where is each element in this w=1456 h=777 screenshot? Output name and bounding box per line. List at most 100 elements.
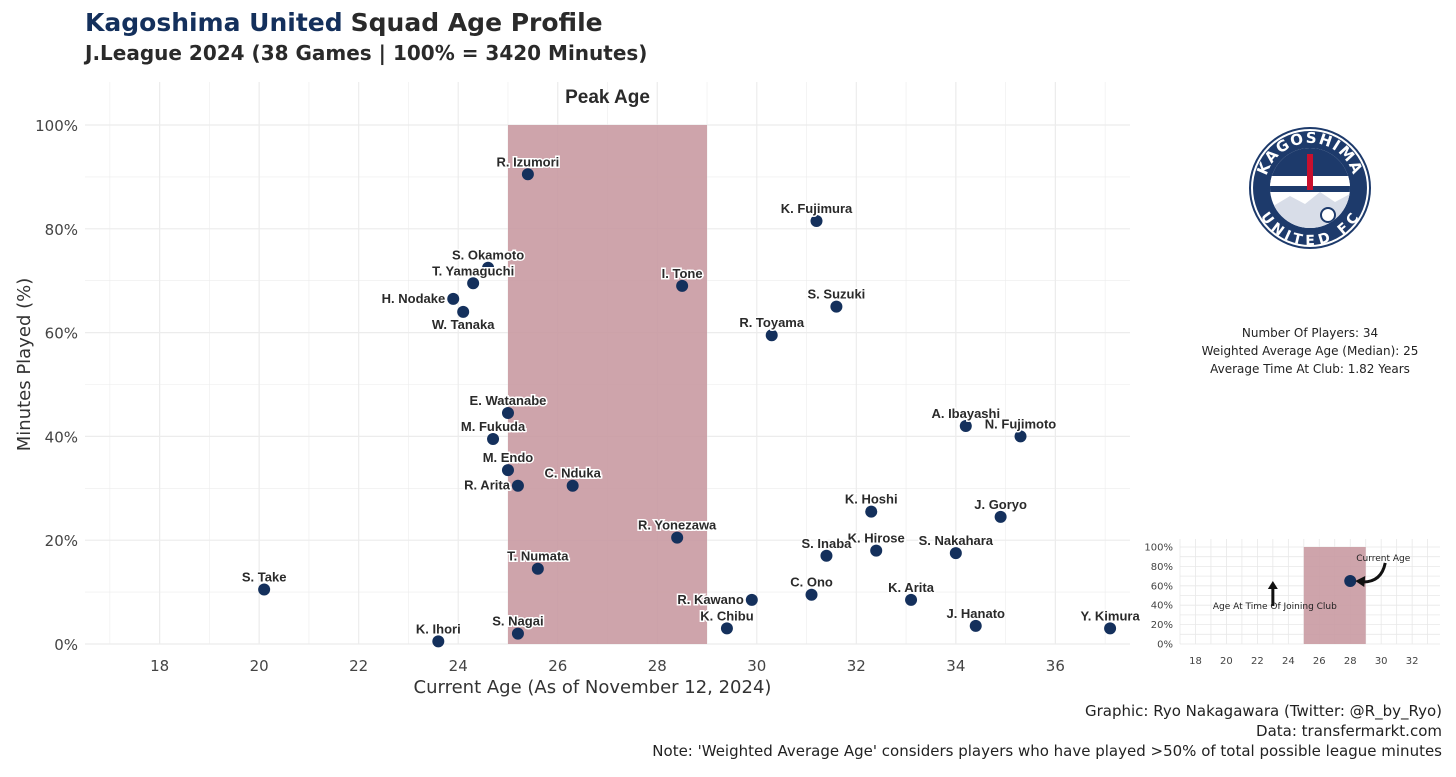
x-tick-label: 34 [946, 657, 965, 675]
point-S. Okamoto [482, 261, 495, 274]
point-K. Ihori [432, 635, 445, 648]
point-N. Fujimoto [1014, 430, 1027, 443]
point-S. Nagai [511, 627, 524, 640]
label-I. Tone: I. Tone [662, 266, 703, 281]
inset-y-tick: 100% [1144, 543, 1173, 554]
point-R. Yonezawa [671, 531, 684, 544]
label-M. Fukuda: M. Fukuda [461, 419, 526, 434]
label-S. Inaba: S. Inaba [802, 536, 853, 551]
point-A. Ibayashi [959, 420, 972, 433]
x-tick-label: 20 [250, 657, 269, 675]
point-R. Toyama [765, 329, 778, 342]
point-K. Arita [905, 593, 918, 606]
label-T. Yamaguchi: T. Yamaguchi [432, 263, 514, 278]
joined-age-arrowhead [1267, 580, 1278, 589]
caption-data: Data: transfermarkt.com [1256, 722, 1442, 740]
stat-players: Number Of Players: 34 [1241, 326, 1379, 340]
label-S. Take: S. Take [242, 570, 287, 585]
x-tick-label: 32 [847, 657, 866, 675]
label-S. Okamoto: S. Okamoto [452, 248, 524, 263]
inset-x-tick: 18 [1189, 656, 1202, 667]
caption-note: Note: 'Weighted Average Age' considers p… [652, 742, 1442, 760]
label-R. Izumori: R. Izumori [496, 154, 559, 169]
point-W. Tanaka [457, 305, 470, 318]
x-tick-label: 30 [747, 657, 766, 675]
label-K. Ihori: K. Ihori [416, 621, 461, 636]
inset-x-tick: 28 [1344, 656, 1357, 667]
point-K. Hoshi [865, 505, 878, 518]
point-I. Tone [676, 279, 689, 292]
x-tick-labels: 18 20 22 24 26 28 30 32 34 36 [150, 657, 1065, 675]
point-Y. Kimura [1104, 622, 1117, 635]
stat-avg-time: Average Time At Club: 1.82 Years [1210, 362, 1410, 376]
title-rest: Squad Age Profile [350, 8, 603, 37]
label-H. Nodake: H. Nodake [382, 291, 446, 306]
label-R. Arita: R. Arita [464, 478, 511, 493]
y-tick-label: 80% [45, 221, 78, 239]
x-tick-label: 36 [1046, 657, 1065, 675]
inset-x-tick: 26 [1313, 656, 1326, 667]
point-S. Suzuki [830, 300, 843, 313]
point-R. Izumori [521, 168, 534, 181]
y-tick-label: 100% [35, 117, 78, 135]
label-Y. Kimura: Y. Kimura [1080, 608, 1140, 623]
label-W. Tanaka: W. Tanaka [432, 317, 495, 332]
inset-x-tick: 32 [1406, 656, 1419, 667]
chart-subtitle: J.League 2024 (38 Games | 100% = 3420 Mi… [85, 41, 648, 65]
label-S. Nagai: S. Nagai [492, 614, 543, 629]
x-tick-label: 28 [648, 657, 667, 675]
inset-x-tick: 20 [1220, 656, 1233, 667]
x-tick-label: 26 [548, 657, 567, 675]
point-R. Kawano [745, 593, 758, 606]
club-crest: KAGOSHIMA UNITED FC [1249, 127, 1371, 249]
label-E. Watanabe: E. Watanabe [470, 393, 547, 408]
label-K. Arita: K. Arita [888, 580, 935, 595]
point-E. Watanabe [501, 407, 514, 420]
inset-y-tick: 0% [1157, 640, 1173, 651]
label-C. Nduka: C. Nduka [544, 466, 601, 481]
inset-y-tick: 20% [1151, 620, 1173, 631]
label-J. Hanato: J. Hanato [946, 606, 1005, 621]
inset-current-age-label: Current Age [1356, 554, 1411, 564]
x-tick-label: 24 [449, 657, 468, 675]
current-age-arrowhead [1355, 575, 1366, 587]
point-M. Fukuda [487, 432, 500, 445]
inset-y-tick: 40% [1151, 601, 1173, 612]
label-K. Hoshi: K. Hoshi [845, 492, 898, 507]
point-C. Ono [805, 588, 818, 601]
point-K. Chibu [720, 622, 733, 635]
label-R. Toyama: R. Toyama [739, 315, 805, 330]
inset-x-tick: 22 [1251, 656, 1264, 667]
chart-title: Kagoshima United Squad Age Profile [85, 8, 603, 37]
y-tick-label: 0% [54, 636, 78, 654]
inset-x-tick: 24 [1282, 656, 1295, 667]
label-J. Goryo: J. Goryo [974, 497, 1027, 512]
x-tick-label: 18 [150, 657, 169, 675]
label-A. Ibayashi: A. Ibayashi [931, 406, 1000, 421]
point-T. Numata [531, 562, 544, 575]
point-T. Yamaguchi [467, 277, 480, 290]
inset-example-point [1344, 574, 1357, 587]
label-S. Suzuki: S. Suzuki [808, 287, 866, 302]
label-K. Chibu: K. Chibu [700, 608, 753, 623]
point-R. Arita [511, 479, 524, 492]
point-S. Inaba [820, 549, 833, 562]
point-J. Goryo [994, 510, 1007, 523]
point-H. Nodake [447, 292, 460, 305]
label-R. Kawano: R. Kawano [677, 592, 744, 607]
inset-y-tick: 80% [1151, 562, 1173, 573]
label-N. Fujimoto: N. Fujimoto [985, 416, 1057, 431]
point-S. Take [258, 583, 271, 596]
point-M. Endo [501, 464, 514, 477]
y-tick-label: 20% [45, 532, 78, 550]
point-C. Nduka [566, 479, 579, 492]
team-name: Kagoshima United [85, 8, 343, 37]
point-K. Fujimura [810, 215, 823, 228]
inset-y-tick: 60% [1151, 581, 1173, 592]
label-C. Ono: C. Ono [790, 575, 833, 590]
label-R. Yonezawa: R. Yonezawa [638, 518, 717, 533]
y-tick-label: 60% [45, 325, 78, 343]
peak-age-label: Peak Age [565, 87, 650, 108]
